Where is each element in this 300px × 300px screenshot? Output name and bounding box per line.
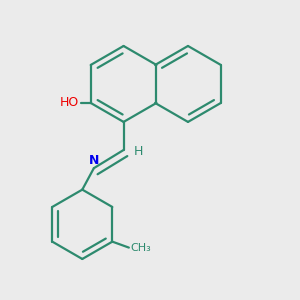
Text: N: N <box>89 154 99 166</box>
Text: CH₃: CH₃ <box>130 243 151 253</box>
Text: H: H <box>134 145 143 158</box>
Text: HO: HO <box>60 96 79 110</box>
